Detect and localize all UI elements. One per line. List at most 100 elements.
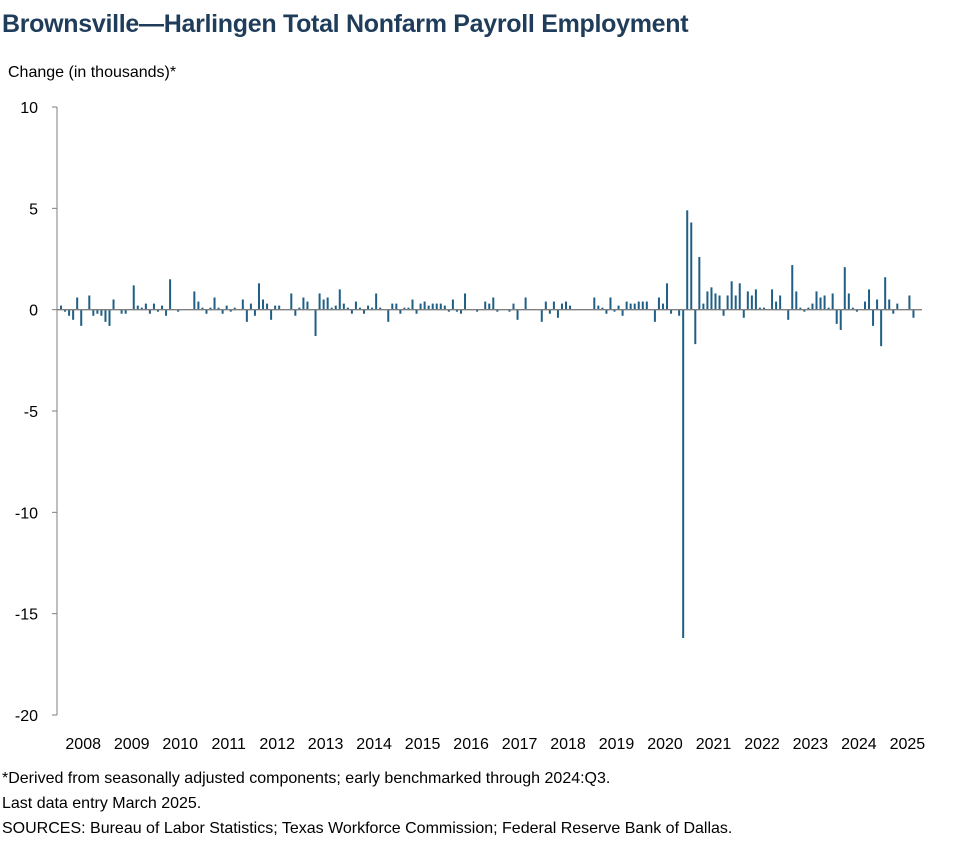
y-tick-label: -15 [15,607,38,624]
bar [350,309,353,314]
bar [512,303,515,310]
bar [476,309,479,312]
bar [346,307,349,310]
bar [613,309,616,312]
bar [799,307,802,310]
bar [787,309,790,320]
bar [835,309,838,324]
bar [330,307,333,310]
bar [912,309,915,318]
bar [60,305,63,310]
bar [791,265,794,310]
x-tick-label: 2019 [599,736,635,753]
bar [262,299,265,310]
x-tick-label: 2024 [841,736,877,753]
bar [104,309,107,322]
bar [738,283,741,310]
bar [161,305,164,310]
bar [358,307,361,310]
bar [342,303,345,310]
bar [597,305,600,310]
x-tick-labels: 2008 2009 2010 2011 2012 2013 2014 2015 2016 2017… [65,736,925,753]
bar [217,307,220,310]
bar [120,309,123,314]
bar [241,299,244,310]
bar [678,309,681,316]
y-tick-label: 5 [29,201,38,218]
y-tick-label: 10 [20,100,38,117]
bar [419,303,422,310]
y-tick-label: -5 [24,404,38,421]
bar [484,301,487,310]
x-tick-label: 2008 [65,736,101,753]
y-tick-labels: 10 5 0 -5 -10 -15 -20 [15,100,38,725]
bar [556,309,559,318]
bar [88,295,91,310]
bar [843,267,846,310]
bar [451,299,454,310]
bar [427,305,430,310]
bar [253,309,256,316]
bar [811,303,814,310]
bar [621,309,624,316]
x-tick-label: 2018 [550,736,586,753]
bar [872,309,875,326]
bar [718,295,721,310]
y-axis-label: Change (in thousands)* [8,64,177,81]
bar [633,303,636,310]
bar [334,305,337,310]
bar [807,307,810,310]
bar [552,301,555,310]
bar [290,293,293,310]
bar [742,309,745,318]
bar [686,210,689,310]
bar [177,309,180,312]
bar [338,289,341,310]
bar [205,309,208,314]
bar [657,297,660,310]
bar [560,303,563,310]
bar [144,303,147,310]
bar [423,301,426,310]
bar [641,301,644,310]
bar [544,301,547,310]
bar [803,309,806,312]
x-tick-label: 2009 [114,736,150,753]
bar [508,309,511,312]
bar [266,303,269,310]
bar [395,303,398,310]
bar [540,309,543,322]
bar [670,309,673,314]
bar [229,309,232,312]
bar [625,301,628,310]
bar [771,289,774,310]
bar [201,307,204,310]
bar [464,293,467,310]
bar [294,309,297,316]
bar [72,309,75,320]
x-tick-label: 2025 [890,736,926,753]
bar [565,301,568,310]
last-entry-note: Last data entry March 2025. [2,795,202,812]
x-tick-label: 2015 [405,736,441,753]
bar [795,291,798,310]
footnote: *Derived from seasonally adjusted compon… [2,770,611,787]
bar [876,299,879,310]
bar [637,301,640,310]
bar [690,222,693,310]
bar [726,295,729,310]
bar [488,303,491,310]
bar [152,303,155,310]
bar [682,309,685,638]
bar [706,291,709,310]
bar [734,295,737,310]
bar [435,303,438,310]
bar [76,297,79,310]
bar [100,309,103,316]
bar [775,301,778,310]
bar [221,309,224,314]
bar [197,301,200,310]
bar [391,303,394,310]
bar [371,307,374,310]
bar [80,309,83,326]
